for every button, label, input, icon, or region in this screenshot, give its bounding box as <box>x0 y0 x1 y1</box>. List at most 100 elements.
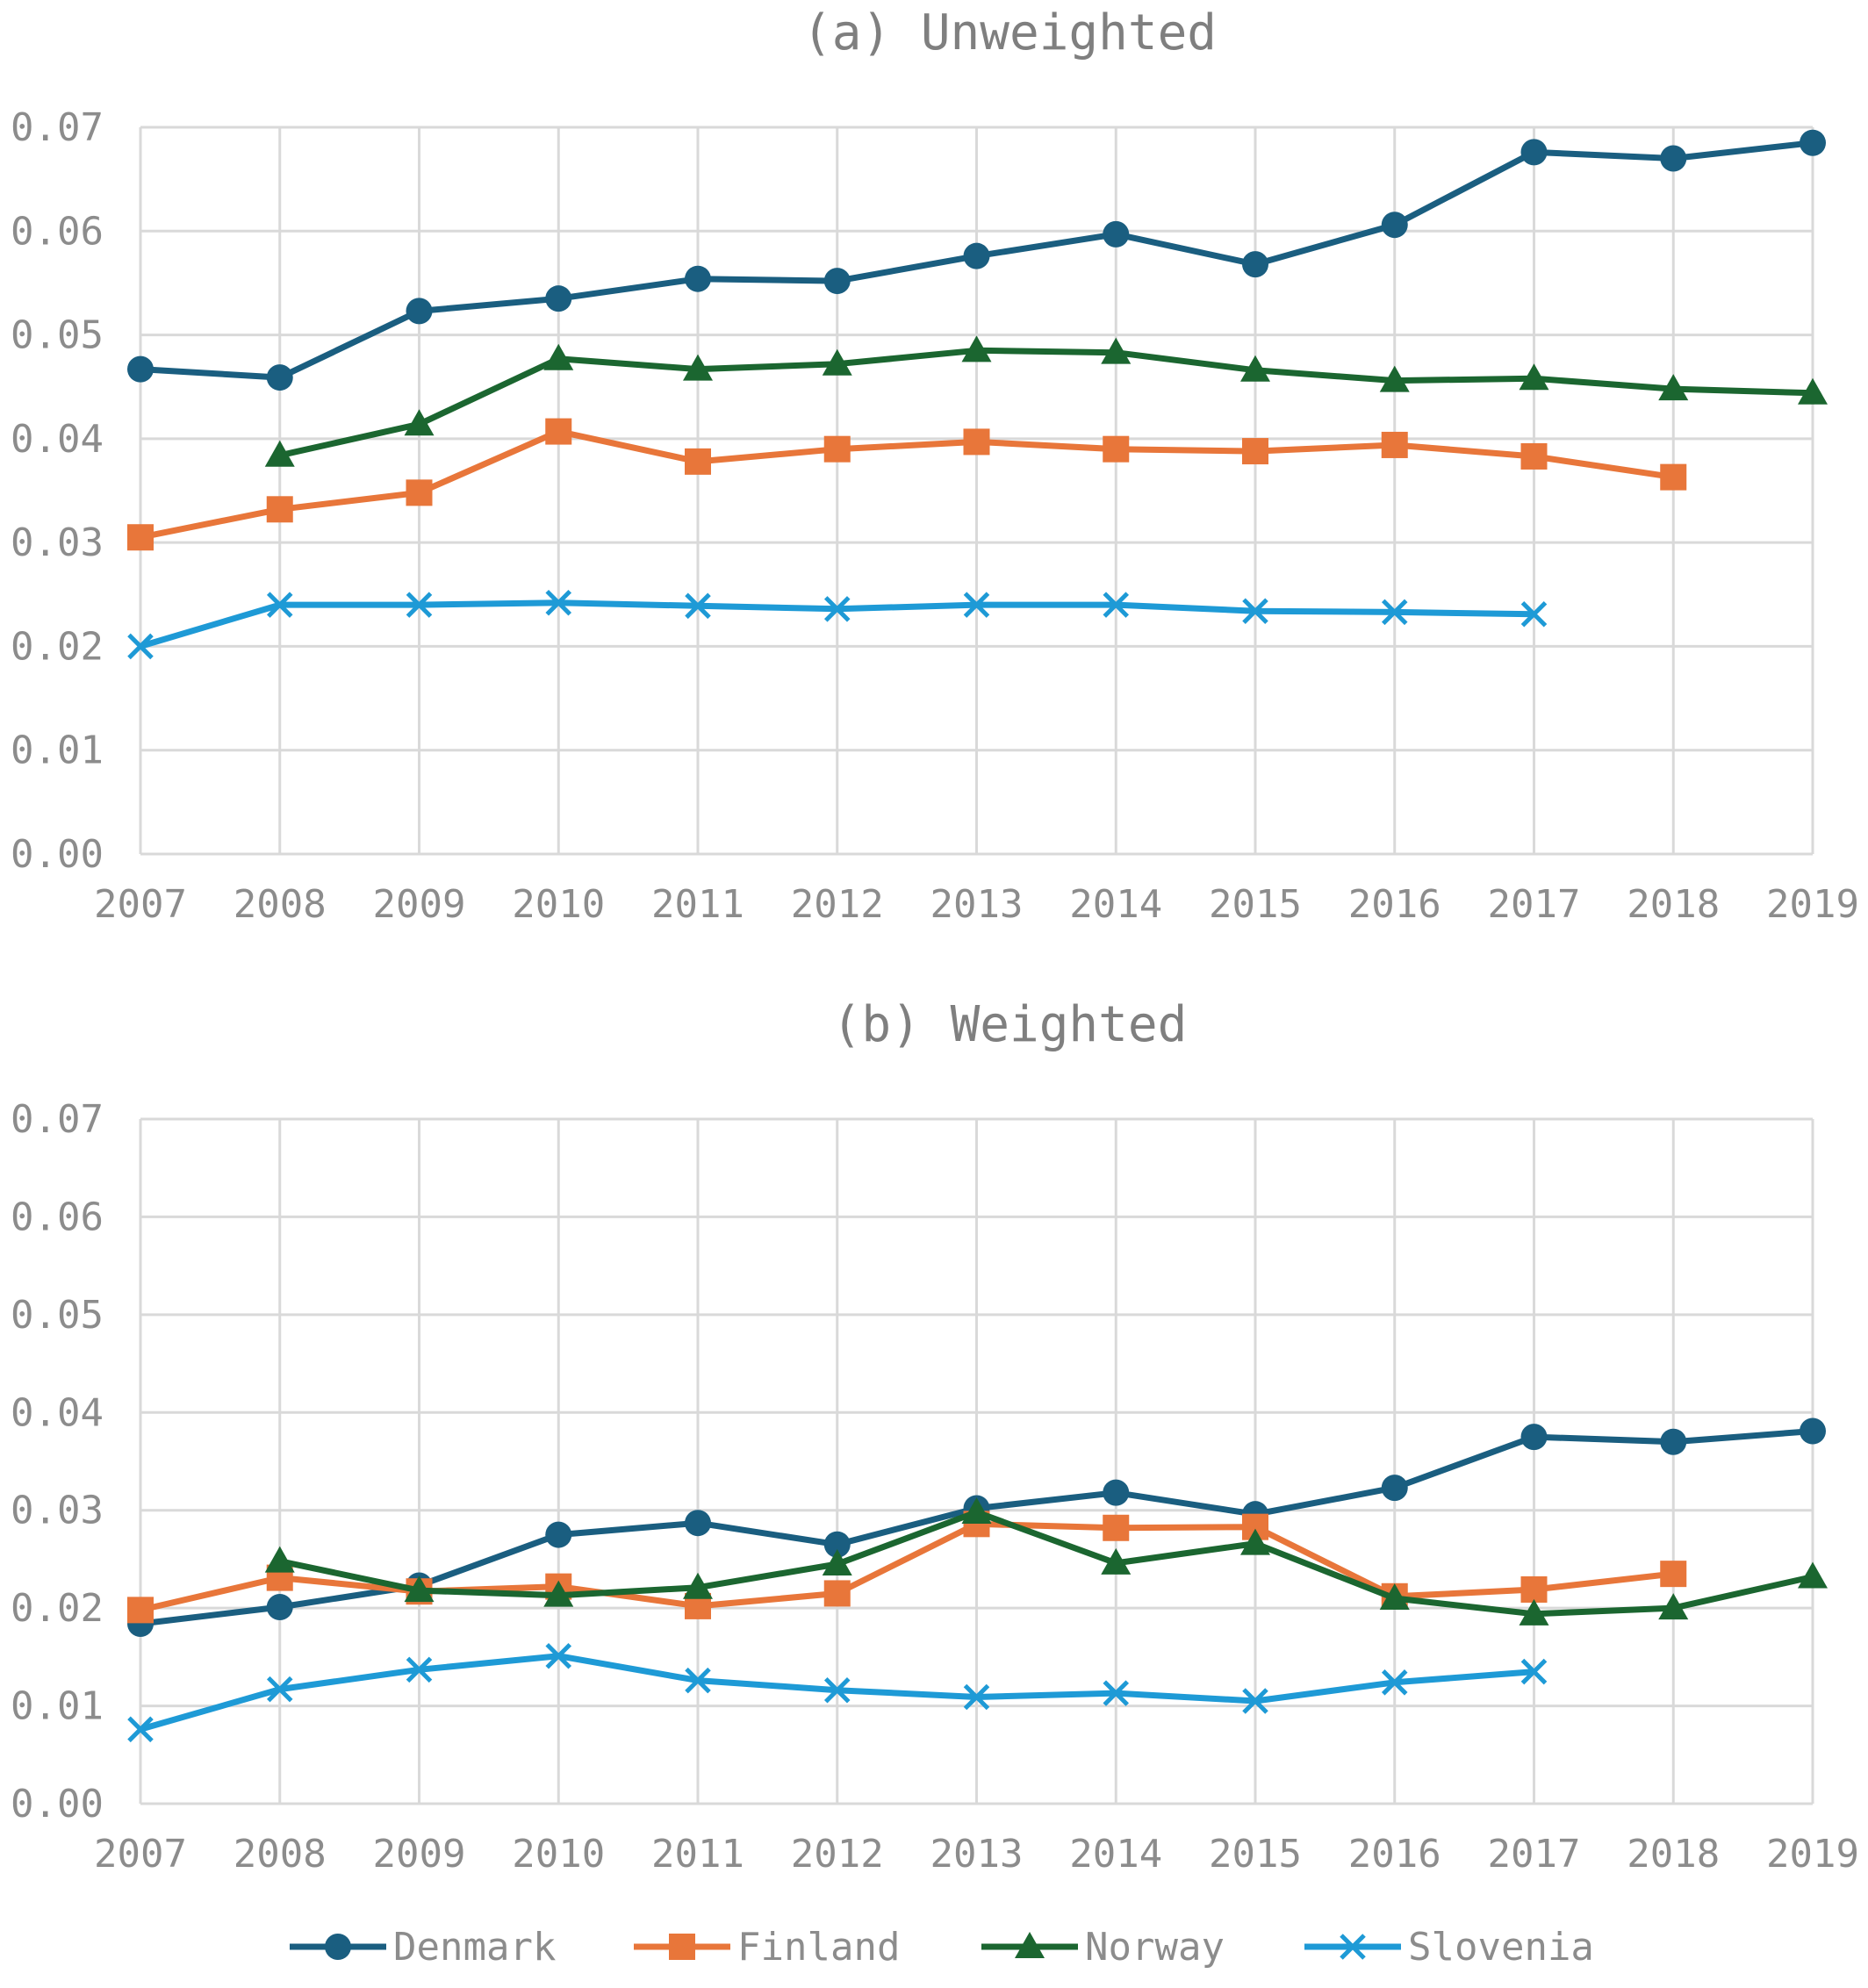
data-point-norway <box>1798 1561 1828 1589</box>
data-point-slovenia <box>1520 600 1548 628</box>
data-point-slovenia <box>1520 1658 1548 1685</box>
x-tick-label: 2013 <box>930 1832 1024 1877</box>
data-point-norway <box>1101 1547 1132 1575</box>
data-point-denmark <box>1520 1424 1548 1451</box>
data-point-norway <box>264 1546 295 1573</box>
data-point-norway <box>543 1580 574 1607</box>
panel-weighted: (b) Weighted 0.00 0.01 0.02 0.03 0.04 0.05 0.0… <box>11 996 1859 1877</box>
data-point-slovenia <box>266 592 293 618</box>
data-point-norway <box>264 440 295 467</box>
data-point-norway <box>1101 337 1132 364</box>
x-tick-label: 2010 <box>512 1832 605 1877</box>
data-point-slovenia <box>823 1676 851 1704</box>
data-point-slovenia <box>127 633 154 660</box>
data-point-finland <box>545 418 572 445</box>
x-tick-label: 2007 <box>94 882 187 927</box>
data-point-denmark <box>823 268 851 295</box>
data-point-denmark <box>1381 1475 1408 1502</box>
y-tick-label: 0.05 <box>11 1293 104 1338</box>
legend-item-finland: Finland <box>634 1925 900 1970</box>
series-finland <box>127 418 1687 551</box>
series-denmark <box>127 129 1826 391</box>
data-point-slovenia <box>1381 1669 1408 1696</box>
data-point-denmark <box>1103 220 1130 248</box>
x-tick-label: 2015 <box>1209 882 1302 927</box>
data-point-denmark <box>823 1531 851 1558</box>
data-point-denmark <box>1660 1428 1687 1455</box>
x-tick-label: 2017 <box>1488 1832 1581 1877</box>
x-tick-label: 2012 <box>791 1832 884 1877</box>
data-point-finland <box>1381 431 1408 458</box>
data-point-denmark <box>1660 145 1687 172</box>
data-point-finland <box>1242 438 1268 465</box>
data-point-slovenia <box>127 1716 154 1743</box>
data-point-slovenia <box>545 1642 572 1669</box>
data-point-slovenia <box>1242 1688 1268 1714</box>
y-tick-label: 0.04 <box>11 1390 104 1435</box>
y-tick-label: 0.05 <box>11 313 104 358</box>
data-point-slovenia <box>545 589 572 616</box>
x-tick-label: 2009 <box>373 882 466 927</box>
data-point-denmark <box>685 1510 711 1537</box>
data-point-norway <box>1519 363 1549 391</box>
data-point-denmark <box>1381 212 1408 239</box>
data-point-finland <box>1520 1575 1548 1603</box>
x-tick-label: 2014 <box>1069 1832 1162 1877</box>
data-point-norway <box>683 1572 713 1599</box>
series-finland <box>127 1511 1687 1624</box>
data-point-norway <box>961 1496 992 1524</box>
data-point-norway <box>543 343 574 370</box>
legend-label: Finland <box>737 1925 900 1970</box>
x-tick-label: 2008 <box>234 1832 327 1877</box>
x-tick-label: 2013 <box>930 882 1024 927</box>
series-norway <box>264 335 1828 467</box>
x-tick-label: 2009 <box>373 1832 466 1877</box>
data-point-slovenia <box>963 592 990 618</box>
data-point-slovenia <box>1103 1680 1130 1706</box>
data-point-denmark <box>963 242 990 269</box>
data-point-denmark <box>1800 1417 1826 1445</box>
data-point-slovenia <box>1242 598 1268 624</box>
data-point-denmark <box>1103 1479 1130 1506</box>
data-point-norway <box>1379 365 1410 392</box>
chart-title: (b) Weighted <box>832 996 1188 1053</box>
data-point-norway <box>1519 1598 1549 1626</box>
legend-label: Denmark <box>393 1925 556 1970</box>
data-point-norway <box>1379 1583 1410 1610</box>
series-line <box>279 347 1814 459</box>
data-point-slovenia <box>685 592 711 620</box>
x-tick-label: 2016 <box>1348 1832 1441 1877</box>
legend-item-norway: Norway <box>981 1925 1225 1970</box>
series-line <box>140 428 1674 541</box>
data-point-finland <box>823 1580 851 1607</box>
legend-item-denmark: Denmark <box>290 1925 556 1970</box>
x-marker-icon <box>1340 1934 1366 1960</box>
data-point-norway <box>1658 1593 1689 1620</box>
data-point-norway <box>404 409 435 436</box>
y-tick-label: 0.01 <box>11 1684 104 1729</box>
data-point-norway <box>1240 355 1270 382</box>
x-tick-label: 2017 <box>1488 882 1581 927</box>
legend: Denmark Finland Norway Slovenia <box>290 1925 1594 1970</box>
x-tick-label: 2007 <box>94 1832 187 1877</box>
data-point-finland <box>1520 442 1548 470</box>
y-tick-label: 0.06 <box>11 209 104 254</box>
data-point-norway <box>683 354 713 381</box>
x-tick-label: 2018 <box>1627 1832 1720 1877</box>
data-point-finland <box>823 435 851 463</box>
y-tick-label: 0.02 <box>11 624 104 669</box>
data-point-slovenia <box>685 1667 711 1694</box>
series-slovenia <box>127 1642 1548 1743</box>
data-point-slovenia <box>266 1676 293 1703</box>
data-point-norway <box>404 1575 435 1603</box>
y-tick-label: 0.01 <box>11 728 104 773</box>
y-tick-label: 0.07 <box>11 105 104 150</box>
circle-marker-icon <box>325 1934 351 1960</box>
data-point-norway <box>822 1549 852 1575</box>
data-point-slovenia <box>1103 592 1130 618</box>
data-point-norway <box>961 335 992 362</box>
x-tick-label: 2010 <box>512 882 605 927</box>
x-tick-label: 2015 <box>1209 1832 1302 1877</box>
data-point-norway <box>1240 1528 1270 1555</box>
